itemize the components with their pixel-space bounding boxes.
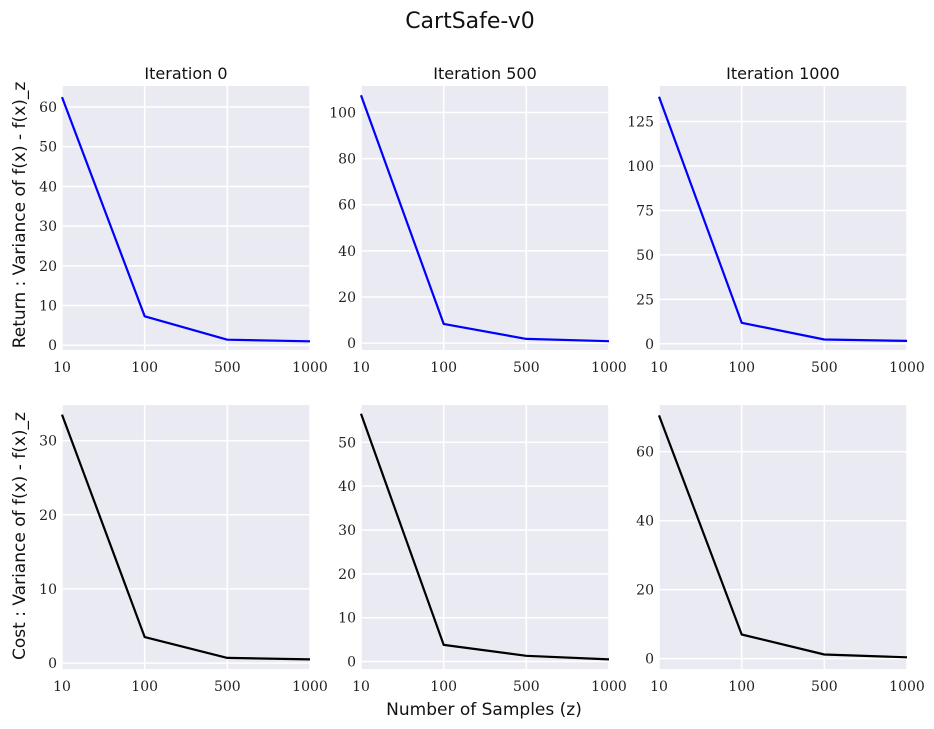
y-tick-label: 30 [39, 434, 57, 450]
x-tick-label: 100 [728, 679, 755, 695]
x-tick-label: 500 [214, 360, 241, 376]
cost-series-line [657, 415, 908, 659]
subplot-5: 0 20 40 60 10 100 500 1000 [636, 405, 925, 695]
x-tick-label: 100 [131, 360, 158, 376]
y-tick-label: 40 [338, 244, 356, 260]
y-tick-label: 20 [338, 567, 356, 583]
y-tick-label: 50 [636, 248, 654, 264]
row-return-ylabel: Return : Variance of f(x) - f(x)_z [10, 82, 30, 349]
chart-suptitle: CartSafe-v0 [405, 9, 535, 34]
y-tick-label: 40 [636, 514, 654, 530]
y-tick-label: 10 [39, 299, 57, 315]
y-tick-label: 0 [347, 655, 356, 671]
y-tick-label: 25 [636, 292, 654, 308]
x-tick-label: 100 [728, 360, 755, 376]
y-tick-label: 75 [636, 203, 654, 219]
y-tick-label: 60 [636, 445, 654, 461]
subplot-2: 0 25 50 75 100 125 10 100 500 1000 Iteration 1000 [627, 64, 925, 376]
x-axis-label: Number of Samples (z) [386, 700, 582, 720]
y-tick-label: 50 [338, 435, 356, 451]
x-tick-label: 100 [430, 360, 457, 376]
return-series-line [359, 94, 610, 343]
panel-background [361, 86, 609, 350]
y-tick-label: 40 [39, 179, 57, 195]
y-tick-label: 60 [39, 100, 57, 116]
subplot-0: 0 10 20 30 40 50 60 10 100 500 1000 Iteration 0 [39, 64, 328, 376]
subplot-4: 0 10 20 30 40 50 10 100 500 1000 [338, 405, 627, 695]
x-tick-label: 1000 [292, 360, 328, 376]
y-tick-label: 20 [39, 508, 57, 524]
y-tick-label: 100 [329, 106, 356, 122]
x-tick-label: 10 [650, 360, 668, 376]
panel-background [361, 405, 609, 669]
x-tick-label: 10 [352, 679, 370, 695]
row-cost-ylabel: Cost : Variance of f(x) - f(x)_z [10, 412, 30, 660]
y-tick-label: 0 [48, 338, 57, 354]
x-tick-label: 1000 [889, 360, 925, 376]
x-tick-label: 500 [811, 360, 838, 376]
y-tick-label: 10 [338, 611, 356, 627]
y-tick-label: 0 [645, 652, 654, 668]
y-tick-label: 0 [48, 656, 57, 672]
x-tick-label: 500 [513, 360, 540, 376]
x-tick-label: 500 [214, 679, 241, 695]
x-tick-label: 1000 [591, 360, 627, 376]
subplot-title: Iteration 1000 [726, 64, 840, 83]
x-tick-label: 10 [650, 679, 668, 695]
y-tick-label: 20 [39, 259, 57, 275]
x-tick-label: 10 [352, 360, 370, 376]
x-tick-label: 10 [53, 360, 71, 376]
y-tick-label: 50 [39, 140, 57, 156]
y-tick-label: 125 [627, 115, 654, 131]
y-tick-label: 30 [39, 219, 57, 235]
y-tick-label: 30 [338, 523, 356, 539]
panel-background [62, 86, 310, 350]
x-tick-label: 1000 [591, 679, 627, 695]
x-tick-label: 100 [430, 679, 457, 695]
y-tick-label: 10 [39, 582, 57, 598]
return-series-line [657, 96, 908, 342]
x-tick-label: 10 [53, 679, 71, 695]
panel-background [659, 86, 907, 350]
y-tick-label: 80 [338, 152, 356, 168]
x-tick-label: 1000 [889, 679, 925, 695]
panel-background [62, 405, 310, 669]
y-tick-label: 0 [645, 337, 654, 353]
y-tick-label: 100 [627, 159, 654, 175]
subplot-3: 0 10 20 30 10 100 500 1000 [39, 405, 328, 695]
x-tick-label: 100 [131, 679, 158, 695]
y-tick-label: 20 [338, 290, 356, 306]
x-tick-label: 1000 [292, 679, 328, 695]
subplot-1: 0 20 40 60 80 100 10 100 500 1000 Iteration 500 [329, 64, 627, 376]
return-series-line [60, 96, 311, 343]
y-tick-label: 40 [338, 479, 356, 495]
cost-series-line [60, 414, 311, 661]
subplot-title: Iteration 500 [433, 64, 537, 83]
x-tick-label: 500 [513, 679, 540, 695]
y-tick-label: 60 [338, 198, 356, 214]
cost-series-line [359, 413, 610, 661]
y-tick-label: 0 [347, 336, 356, 352]
y-tick-label: 20 [636, 583, 654, 599]
panel-background [659, 405, 907, 669]
x-tick-label: 500 [811, 679, 838, 695]
subplot-title: Iteration 0 [144, 64, 227, 83]
